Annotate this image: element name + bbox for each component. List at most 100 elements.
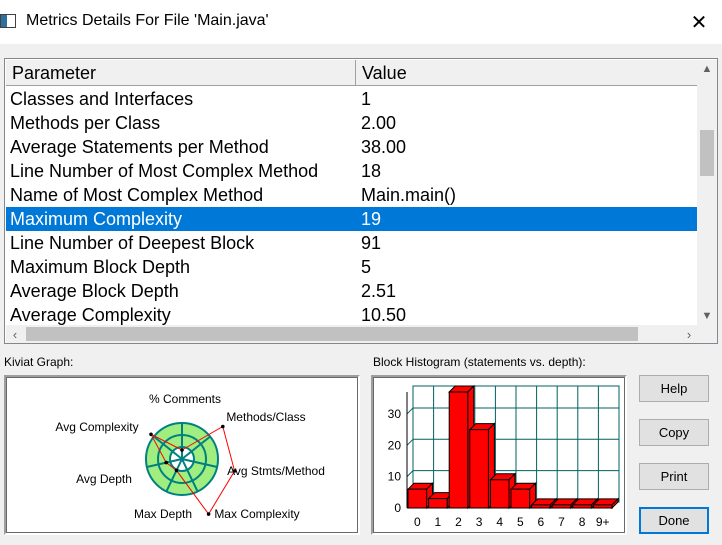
- kiviat-graph-label: Kiviat Graph:: [4, 355, 74, 369]
- histogram-x-tick-label: 0: [414, 515, 421, 529]
- horizontal-scroll-thumb[interactable]: [26, 327, 638, 341]
- table-row[interactable]: Methods per Class 2.00: [6, 111, 698, 135]
- block-histogram-panel: 0 10 20 30 0 1 2 3 4 5 6 7 8 9+: [371, 375, 627, 535]
- value-cell: 2.51: [361, 281, 397, 301]
- kiviat-axis-label: Avg Complexity: [55, 420, 138, 434]
- value-cell: Main.main(): [361, 185, 457, 205]
- scroll-up-icon[interactable]: ▲: [701, 63, 713, 75]
- kiviat-axis: [165, 458, 183, 492]
- histogram-x-tick-label: 7: [558, 515, 565, 529]
- histogram-depth-line: [406, 470, 414, 478]
- window-title: Metrics Details For File 'Main.java': [26, 12, 269, 29]
- kiviat-axis-label: Avg Stmts/Method: [227, 464, 325, 478]
- parameter-cell: Average Statements per Method: [10, 137, 269, 157]
- kiviat-metric-point: [206, 512, 211, 516]
- parameter-cell: Average Block Depth: [10, 281, 179, 301]
- table-row[interactable]: Classes and Interfaces 1: [6, 87, 698, 111]
- kiviat-graph-panel: % Comments Methods/Class Avg Stmts/Method M…: [4, 375, 360, 535]
- kiviat-axis: [181, 458, 218, 468]
- vertical-scroll-thumb[interactable]: [700, 130, 714, 176]
- value-cell: 10.50: [361, 305, 407, 325]
- table-body: Classes and Interfaces 1 Methods per Class…: [6, 87, 698, 327]
- parameter-cell: Methods per Class: [10, 113, 161, 133]
- value-cell: 1: [361, 89, 372, 109]
- print-button[interactable]: Print: [639, 463, 709, 490]
- kiviat-axis: [153, 435, 183, 460]
- kiviat-metric-point: [232, 469, 237, 473]
- kiviat-axis: [181, 458, 199, 492]
- kiviat-axis-label: Max Complexity: [214, 507, 299, 521]
- histogram-x-tick-label: 1: [435, 515, 442, 529]
- histogram-bar: [448, 391, 469, 509]
- close-button[interactable]: ✕: [676, 0, 722, 44]
- histogram-bar: [592, 504, 613, 509]
- help-button[interactable]: Help: [639, 375, 709, 402]
- value-cell: 91: [361, 233, 382, 253]
- parameter-cell: Name of Most Complex Method: [10, 185, 264, 205]
- horizontal-scrollbar[interactable]: ‹ ›: [6, 325, 698, 343]
- parameter-cell: Line Number of Deepest Block: [10, 233, 255, 253]
- parameter-cell: Average Complexity: [10, 305, 171, 325]
- histogram-y-tick-label: 20: [388, 438, 402, 452]
- kiviat-metrics-polygon: [149, 425, 236, 516]
- histogram-y-tick-label: 10: [388, 470, 402, 484]
- histogram-depth-line: [406, 438, 414, 446]
- histogram-x-tick-label: 3: [476, 515, 483, 529]
- histogram-y-tick-label: 30: [388, 407, 402, 421]
- kiviat-axis-label: Max Depth: [134, 507, 192, 521]
- histogram-x-tick-label: 9+: [596, 515, 610, 529]
- table-row[interactable]: Maximum Block Depth 5: [6, 255, 698, 279]
- block-histogram-label: Block Histogram (statements vs. depth):: [373, 355, 586, 369]
- histogram-bar: [469, 429, 489, 509]
- value-cell: 38.00: [361, 137, 407, 157]
- kiviat-graph: % Comments Methods/Class Avg Stmts/Method M…: [55, 392, 325, 521]
- value-cell: 2.00: [361, 113, 397, 133]
- kiviat-metric-point: [149, 432, 153, 437]
- histogram-x-tick-label: 8: [579, 515, 586, 529]
- parameter-cell: Line Number of Most Complex Method: [10, 161, 319, 181]
- table-row[interactable]: Line Number of Deepest Block 91: [6, 231, 698, 255]
- kiviat-axis-label: Avg Depth: [76, 472, 132, 486]
- histogram-bar: [428, 498, 448, 509]
- done-button[interactable]: Done: [639, 507, 709, 534]
- scroll-down-icon[interactable]: ▼: [701, 310, 713, 322]
- parameter-cell: Classes and Interfaces: [10, 89, 194, 109]
- vertical-scrollbar[interactable]: ▲ ▼: [697, 60, 717, 325]
- kiviat-axis: [181, 435, 211, 460]
- value-cell: 5: [361, 257, 372, 277]
- table-row[interactable]: Average Block Depth 2.51: [6, 279, 698, 303]
- value-cell: 18: [361, 161, 382, 181]
- histogram-bar: [572, 504, 592, 509]
- histogram-y-tick-label: 0: [394, 501, 401, 515]
- histogram-bar: [510, 488, 531, 509]
- close-icon: ✕: [690, 11, 708, 34]
- scroll-left-icon[interactable]: ‹: [12, 326, 18, 342]
- scrollbar-corner: [697, 325, 717, 343]
- kiviat-metric-point: [164, 460, 168, 465]
- kiviat-metric-point: [180, 448, 184, 452]
- column-header-value[interactable]: Value: [356, 60, 698, 86]
- kiviat-axis-label: % Comments: [149, 392, 221, 406]
- table-row[interactable]: Maximum Complexity 19: [6, 207, 698, 231]
- histogram-bar: [489, 479, 510, 509]
- title-bar: Metrics Details For File 'Main.java' ✕: [0, 0, 722, 44]
- histogram-x-tick-label: 6: [538, 515, 545, 529]
- metrics-table: Parameter Value Classes and Interfaces 1 M…: [4, 58, 718, 344]
- histogram-depth-line: [406, 407, 414, 415]
- table-row[interactable]: Average Statements per Method 38.00: [6, 135, 698, 159]
- copy-button[interactable]: Copy: [639, 419, 709, 446]
- histogram-x-tick-label: 2: [455, 515, 462, 529]
- table-row[interactable]: Average Complexity 10.50: [6, 303, 698, 327]
- window-app-icon: [0, 14, 16, 28]
- table-row[interactable]: Name of Most Complex Method Main.main(): [6, 183, 698, 207]
- kiviat-metric-point: [221, 424, 225, 429]
- column-header-parameter[interactable]: Parameter: [6, 60, 356, 86]
- scroll-right-icon[interactable]: ›: [686, 326, 692, 342]
- histogram-bar: [551, 504, 572, 509]
- kiviat-metric-point: [174, 468, 179, 473]
- value-cell: 19: [361, 209, 382, 229]
- histogram-x-tick-label: 4: [496, 515, 503, 529]
- histogram-x-tick-label: 5: [517, 515, 524, 529]
- table-row[interactable]: Line Number of Most Complex Method 18: [6, 159, 698, 183]
